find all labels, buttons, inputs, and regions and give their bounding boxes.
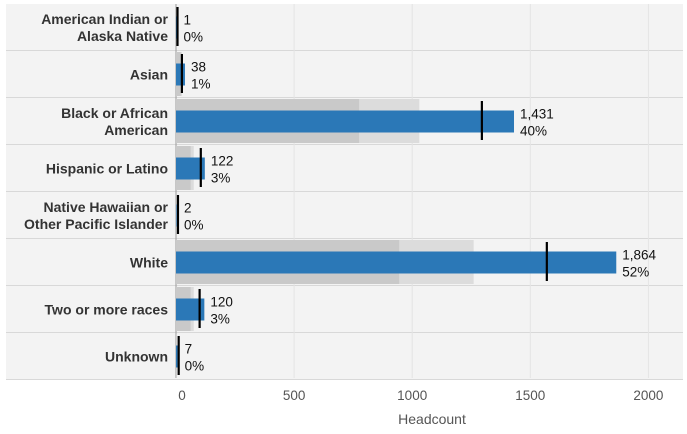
category-label: Two or more races — [45, 302, 169, 318]
axis-title: Headcount — [398, 411, 466, 427]
bar — [176, 298, 205, 321]
row-background — [6, 286, 683, 332]
percent-label: 0% — [185, 359, 205, 374]
row-group: 70% — [176, 334, 204, 378]
bar — [176, 204, 177, 227]
bar — [176, 63, 185, 86]
row-group: 381% — [176, 52, 210, 96]
category-label: American Indian or — [41, 11, 168, 27]
percent-label: 0% — [184, 218, 204, 233]
row-background — [6, 192, 683, 238]
category-label: American — [104, 122, 168, 138]
row-background — [6, 4, 683, 50]
percent-label: 40% — [520, 124, 547, 139]
category-label: White — [130, 255, 168, 271]
percent-label: 3% — [211, 171, 231, 186]
row-group: 20% — [176, 195, 203, 234]
row-group: 10% — [176, 7, 203, 46]
percent-label: 3% — [210, 312, 230, 327]
category-label: Native Hawaiian or — [44, 199, 169, 215]
percent-label: 0% — [184, 30, 204, 45]
tick-label: 2000 — [633, 388, 663, 403]
value-label: 7 — [185, 342, 193, 357]
value-label: 1 — [184, 13, 192, 28]
bar — [176, 110, 515, 133]
value-label: 122 — [211, 154, 234, 169]
row-background — [6, 333, 683, 379]
bar — [176, 345, 178, 368]
percent-label: 1% — [191, 77, 211, 92]
tick-label: 1000 — [397, 388, 427, 403]
tick-label: 500 — [283, 388, 306, 403]
row-background — [6, 51, 683, 97]
category-label: Unknown — [105, 349, 168, 365]
category-label: Alaska Native — [77, 28, 168, 44]
bar — [176, 16, 177, 39]
tick-label: 1500 — [515, 388, 545, 403]
percent-label: 52% — [622, 265, 649, 280]
category-label: Other Pacific Islander — [24, 216, 168, 232]
value-label: 1,431 — [520, 107, 554, 122]
tick-label: 0 — [178, 388, 186, 403]
value-label: 120 — [210, 295, 233, 310]
row-group: 1,864 52% — [176, 240, 657, 284]
value-label: 38 — [191, 60, 206, 75]
bar — [176, 157, 205, 180]
value-label: 1,864 — [622, 248, 656, 263]
category-label: Black or African — [61, 105, 168, 121]
bar — [176, 251, 617, 274]
row-background — [6, 145, 683, 191]
category-label: Hispanic or Latino — [46, 161, 168, 177]
row-group: 1,431 40% — [176, 99, 554, 143]
category-label: Asian — [130, 67, 168, 83]
value-label: 2 — [184, 201, 192, 216]
